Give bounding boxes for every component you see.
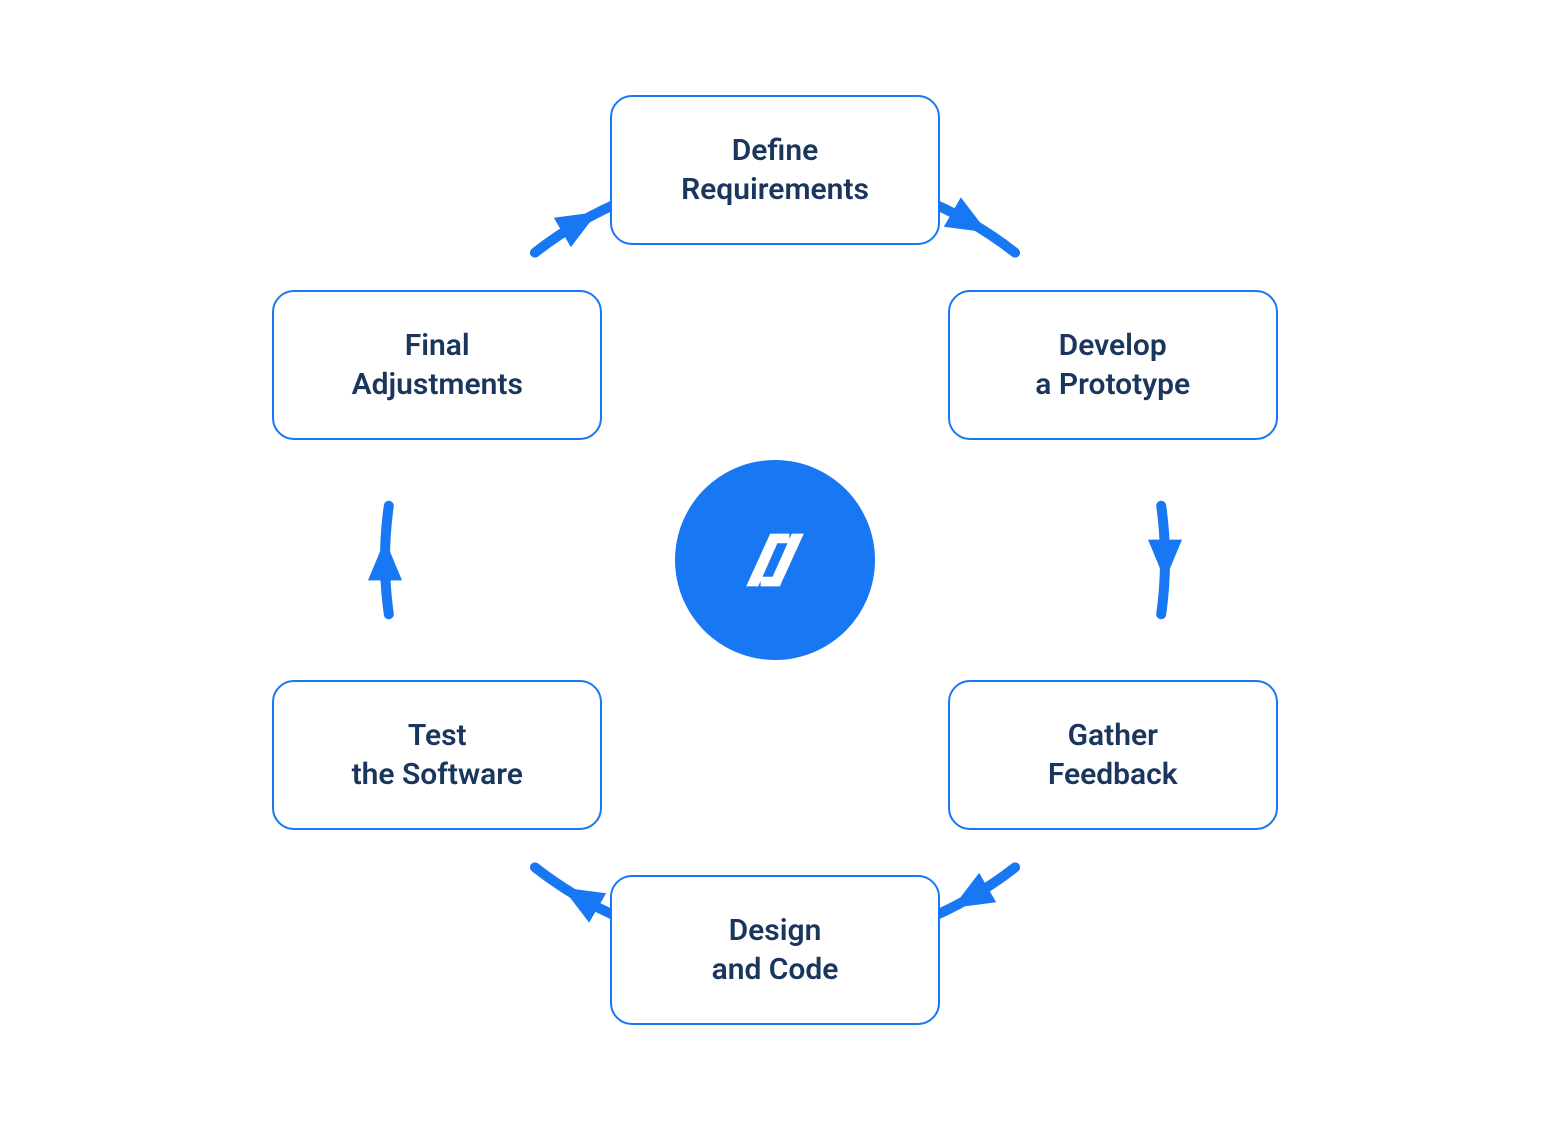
center-logo-glyph	[715, 500, 835, 620]
node-label: Design and Code	[712, 911, 839, 989]
node-design-and-code: Design and Code	[610, 875, 940, 1025]
node-final-adjustments: Final Adjustments	[272, 290, 602, 440]
node-gather-feedback: Gather Feedback	[948, 680, 1278, 830]
node-label: Develop a Prototype	[1035, 326, 1190, 404]
node-define-requirements: Define Requirements	[610, 95, 940, 245]
cycle-arrowhead	[1148, 540, 1182, 581]
node-label: Final Adjustments	[352, 326, 523, 404]
center-logo	[675, 460, 875, 660]
node-label: Test the Software	[352, 716, 523, 794]
node-label: Define Requirements	[681, 131, 869, 209]
node-label: Gather Feedback	[1048, 716, 1178, 794]
cycle-diagram: Define Requirements Develop a Prototype …	[0, 0, 1550, 1125]
node-develop-prototype: Develop a Prototype	[948, 290, 1278, 440]
cycle-arrowhead	[368, 540, 402, 581]
node-test-the-software: Test the Software	[272, 680, 602, 830]
